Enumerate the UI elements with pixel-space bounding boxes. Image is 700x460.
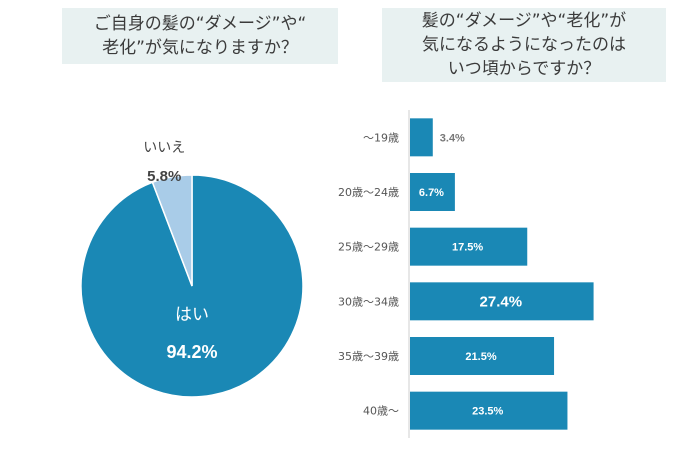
question-2-line-3: いつ頃からですか？ bbox=[447, 59, 601, 79]
bar bbox=[410, 173, 455, 211]
question-1-box: ご自身の髪の“ダメージ”や“ 老化”が気になりますか？ bbox=[62, 8, 338, 64]
bar bbox=[410, 118, 433, 157]
bar-value-label: 6.7% bbox=[419, 187, 444, 199]
question-2-line-1: 髪の“ダメージ”や“老化”が bbox=[421, 11, 627, 31]
pie-slice bbox=[151, 174, 193, 287]
category-label: 30歳〜34歳 bbox=[338, 295, 399, 308]
bar bbox=[410, 337, 555, 375]
category-label: 25歳〜29歳 bbox=[338, 241, 399, 254]
bar bbox=[410, 227, 528, 266]
bar-value-label: 3.4% bbox=[440, 132, 465, 144]
bar-value-label: 27.4% bbox=[480, 294, 523, 311]
question-2-box: 髪の“ダメージ”や“老化”が 気になるようになったのは いつ頃からですか？ bbox=[382, 8, 666, 82]
bar-value-label: 21.5% bbox=[465, 351, 496, 363]
pie-value-yes: 94.2% bbox=[166, 342, 217, 362]
bar bbox=[410, 282, 594, 321]
pie-chart: はい 94.2% いいえ 5.8% bbox=[80, 140, 304, 398]
pie-label-no: いいえ bbox=[143, 140, 185, 156]
question-1-line-1: ご自身の髪の“ダメージ”や“ bbox=[93, 14, 307, 34]
category-label: 35歳〜39歳 bbox=[338, 350, 399, 363]
bar-value-label: 17.5% bbox=[452, 242, 483, 254]
question-2-line-2: 気になるようになったのは bbox=[421, 35, 626, 55]
category-label: 40歳〜 bbox=[363, 405, 399, 418]
question-1-line-2: 老化”が気になりますか？ bbox=[102, 38, 298, 58]
pie-label-yes: はい bbox=[175, 305, 209, 325]
category-label: 〜19歳 bbox=[363, 131, 399, 144]
bar bbox=[410, 391, 568, 430]
pie-value-no: 5.8% bbox=[147, 168, 181, 185]
category-label: 20歳〜24歳 bbox=[338, 186, 399, 199]
bar-chart: 〜19歳 3.4% 20歳〜24歳 6.7% 25歳〜29歳 17.5% 30歳〜34歳 27… bbox=[338, 110, 594, 438]
bar-value-label: 23.5% bbox=[472, 406, 503, 418]
